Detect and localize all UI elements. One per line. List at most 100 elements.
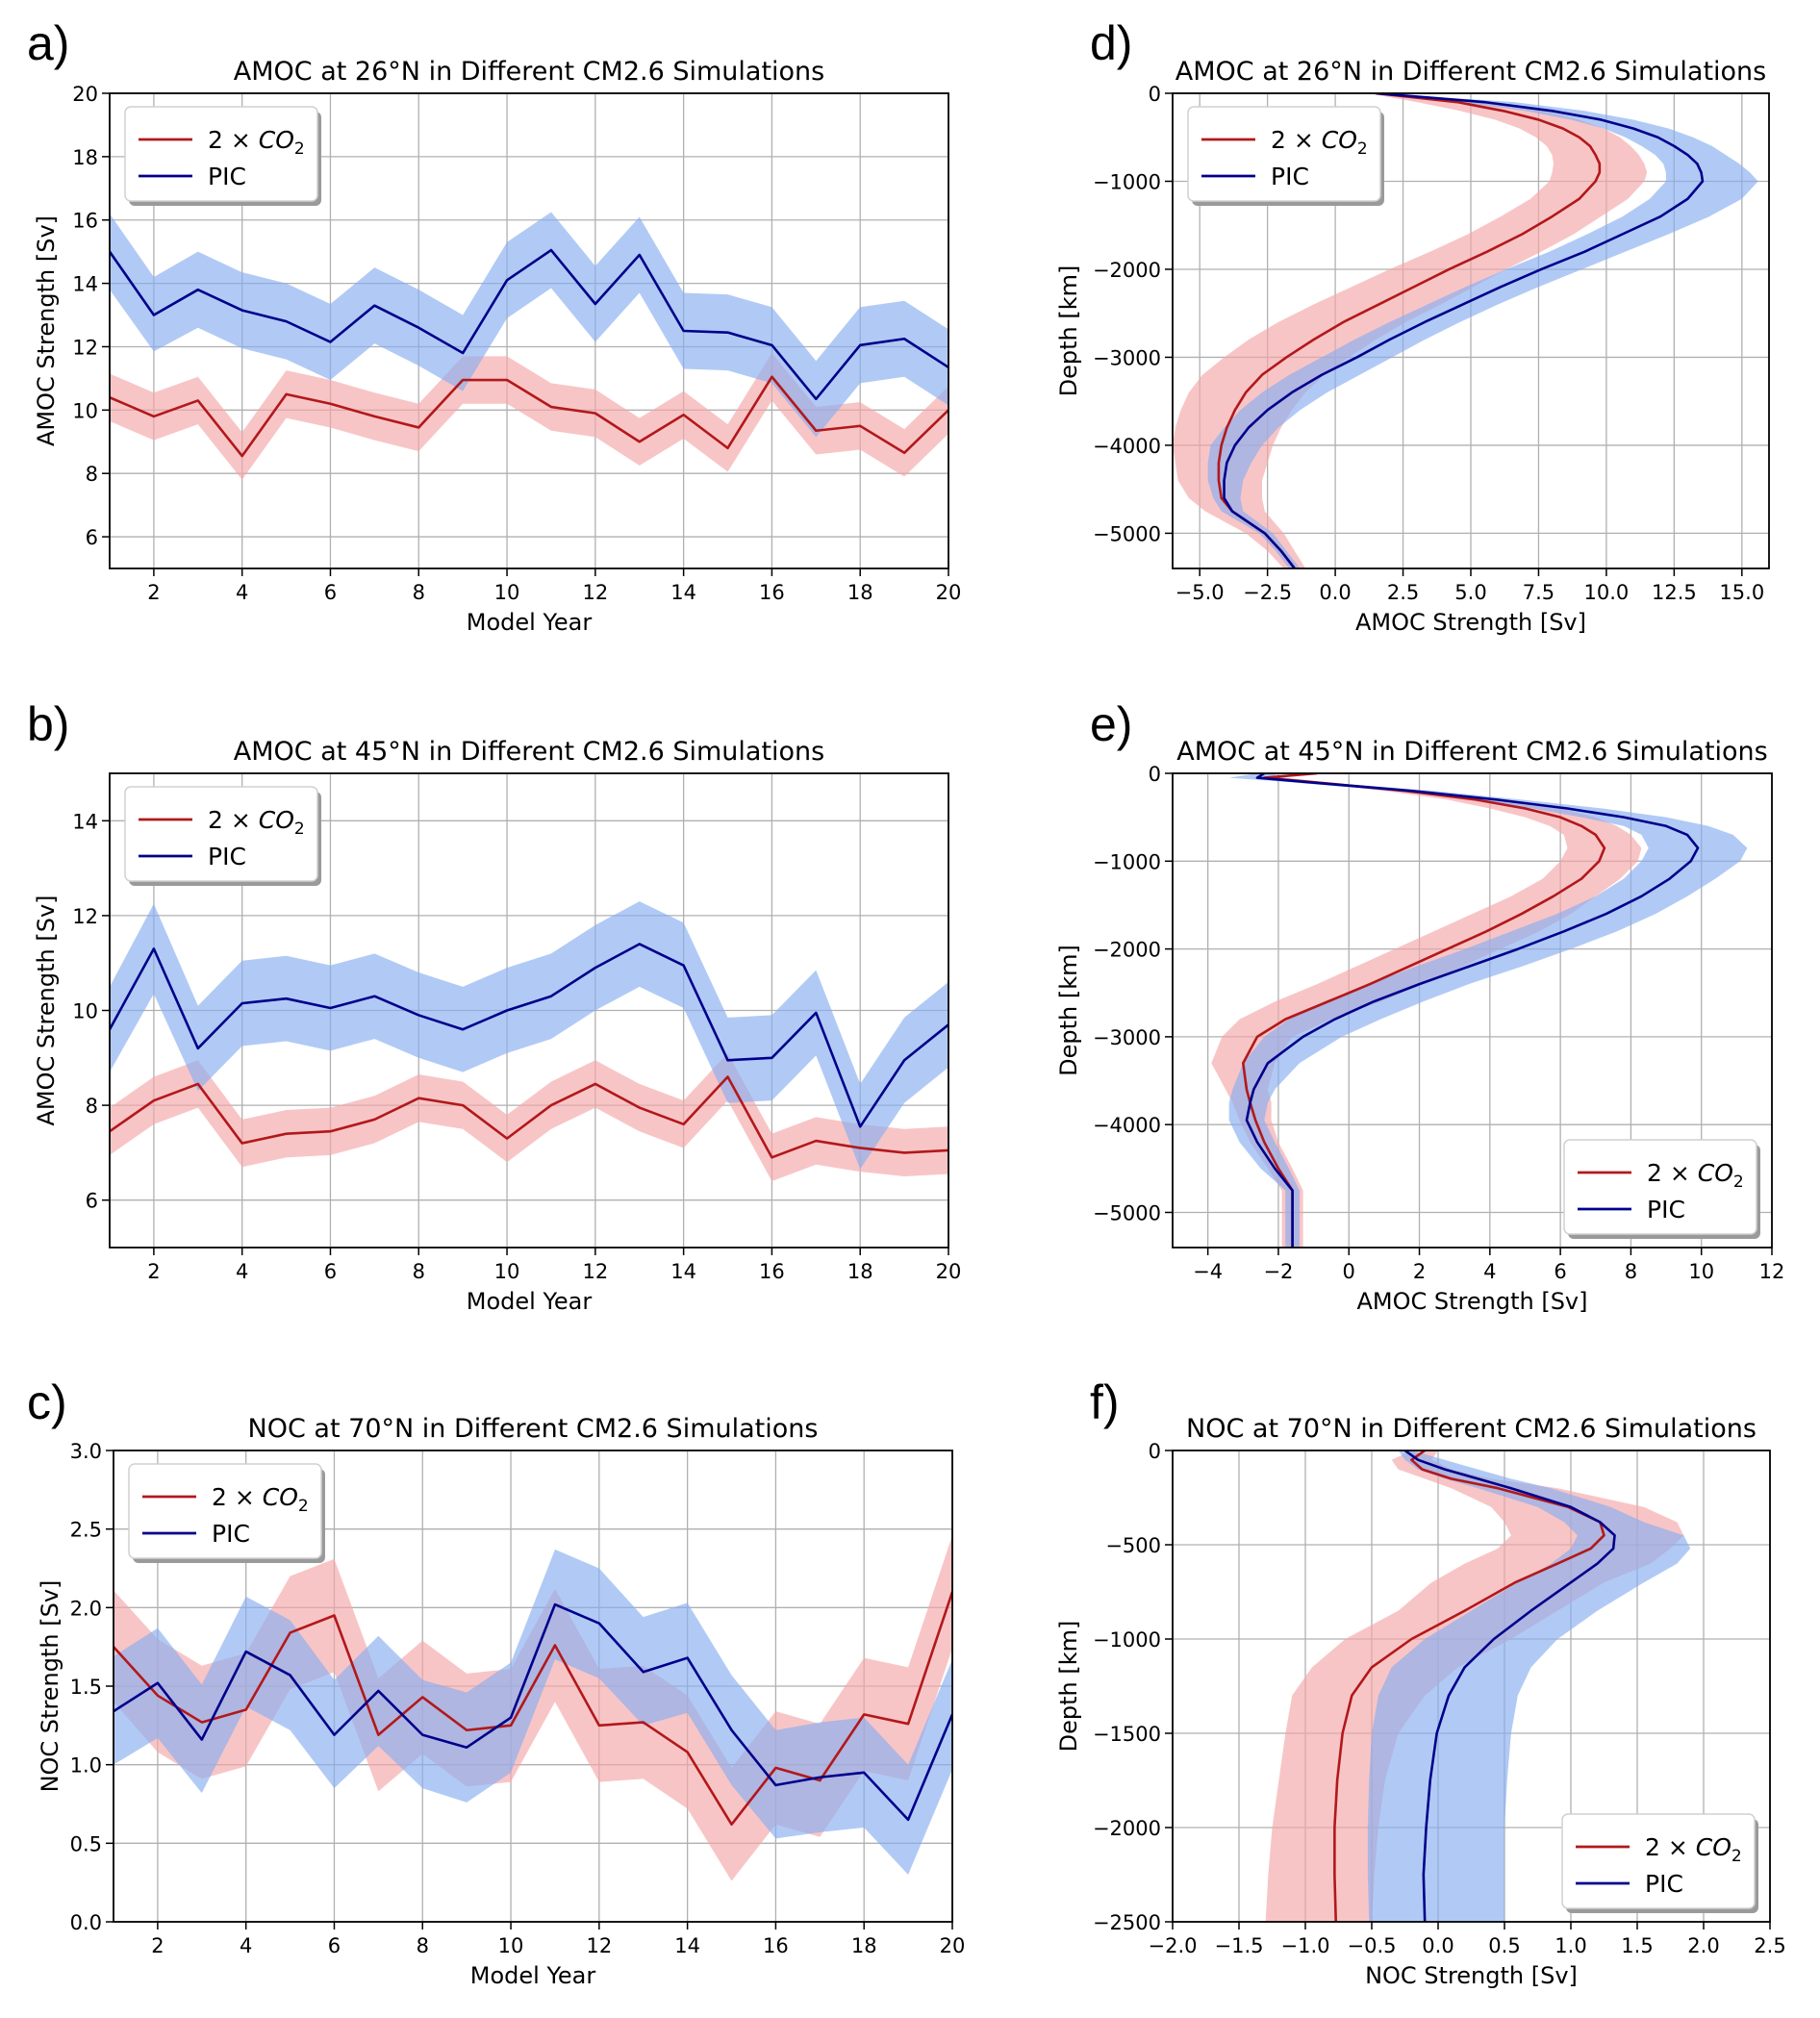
- plot-area: [1265, 1450, 1691, 1922]
- panel-e: e) AMOC at 45°N in Different CM2.6 Simula…: [1055, 697, 1784, 1315]
- y-tick-label: 8: [86, 463, 98, 486]
- uncertainty-band-co2: [1173, 93, 1648, 568]
- legend: 2 × CO2 PIC: [124, 786, 321, 886]
- legend-label-co2: 2 × CO2: [1647, 1159, 1744, 1192]
- x-tick-label: 0.5: [1488, 1934, 1520, 1957]
- x-tick-label: 18: [847, 1260, 873, 1283]
- x-tick-label: 16: [759, 581, 785, 604]
- legend-item-co2: 2 × CO2: [1201, 126, 1368, 159]
- y-tick-label: 10: [72, 399, 98, 422]
- x-tick-label: 6: [1554, 1260, 1566, 1283]
- x-tick-label: 2.5: [1754, 1934, 1785, 1957]
- panel-label: e): [1090, 697, 1132, 751]
- x-tick-label: 4: [1483, 1260, 1496, 1283]
- plot-area: [1173, 93, 1758, 568]
- y-tick-label: 10: [72, 1000, 98, 1023]
- y-axis-label: NOC Strength [Sv]: [37, 1580, 63, 1793]
- x-tick-label: −2: [1263, 1260, 1293, 1283]
- x-tick-label: 4: [236, 581, 248, 604]
- x-tick-label: 10: [494, 1260, 520, 1283]
- plot-frame: [1172, 1450, 1771, 1923]
- legend-box: [124, 106, 318, 202]
- legend: 2 × CO2 PIC: [1563, 1139, 1760, 1239]
- x-tick-label: 8: [413, 1260, 425, 1283]
- x-tick-label: 0.0: [1422, 1934, 1453, 1957]
- x-tick-label: 18: [851, 1934, 877, 1957]
- x-axis: −5.0 −2.5 0.0 2.5 5.0 7.5 10.0 12.5 15.0: [1175, 568, 1764, 604]
- uncertainty-band-pic: [1367, 1450, 1691, 1922]
- x-tick-label: 10.0: [1584, 581, 1630, 604]
- x-tick-label: 12: [586, 1934, 612, 1957]
- y-tick-label: 1.0: [70, 1754, 102, 1778]
- legend-label-co2: 2 × CO2: [208, 126, 305, 159]
- x-tick-label: 1.0: [1555, 1934, 1586, 1957]
- series-line-pic: [1245, 773, 1700, 1248]
- legend-box: [128, 1463, 322, 1559]
- x-tick-label: 6: [324, 581, 337, 604]
- panel-label: b): [27, 697, 69, 751]
- legend-box: [1561, 1813, 1756, 1909]
- x-tick-label: 6: [328, 1934, 341, 1957]
- plot-area: [110, 212, 948, 480]
- legend: 2 × CO2 PIC: [124, 106, 321, 206]
- legend-label-co2: 2 × CO2: [1271, 126, 1368, 159]
- y-tick-label: −500: [1105, 1534, 1161, 1557]
- y-tick-label: 2.5: [70, 1519, 102, 1542]
- legend-item-co2: 2 × CO2: [139, 806, 305, 839]
- x-tick-label: 14: [670, 1260, 696, 1283]
- x-tick-label: 12.5: [1652, 581, 1697, 604]
- chart-title: NOC at 70°N in Different CM2.6 Simulatio…: [1186, 1414, 1757, 1444]
- x-tick-label: −2.5: [1243, 581, 1292, 604]
- plot-frame: [1172, 92, 1770, 569]
- uncertainty-band-pic: [1228, 773, 1748, 1248]
- x-tick-label: 2: [147, 1260, 160, 1283]
- y-axis-label: Depth [km]: [1055, 1621, 1082, 1753]
- chart-title: AMOC at 45°N in Different CM2.6 Simulati…: [1176, 737, 1767, 767]
- y-tick-label: 0.0: [70, 1911, 102, 1934]
- uncertainty-band-pic: [110, 212, 948, 438]
- panel-a: a) AMOC at 26°N in Different CM2.6 Simula…: [27, 16, 961, 636]
- x-tick-label: 15.0: [1719, 581, 1764, 604]
- x-tick-label: 7.5: [1523, 581, 1555, 604]
- x-tick-label: 5.0: [1454, 581, 1486, 604]
- y-tick-label: 1.5: [70, 1676, 102, 1699]
- x-axis-label: AMOC Strength [Sv]: [1356, 1288, 1587, 1315]
- legend-item-pic: PIC: [139, 163, 246, 190]
- legend-item-co2: 2 × CO2: [139, 126, 305, 159]
- y-tick-label: −4000: [1093, 435, 1161, 458]
- y-tick-label: 12: [72, 336, 98, 359]
- x-tick-label: −1.0: [1281, 1934, 1330, 1957]
- plot-frame: [113, 1450, 953, 1923]
- x-tick-label: 2: [151, 1934, 164, 1957]
- x-axis: 2 4 6 8 10 12 14 16 18 20: [147, 568, 961, 604]
- panel-d: d) AMOC at 26°N in Different CM2.6 Simula…: [1055, 16, 1770, 636]
- y-tick-label: 6: [86, 1190, 98, 1213]
- x-tick-label: −5.0: [1175, 581, 1225, 604]
- y-axis: 0 −500 −1000 −1500 −2000 −2500: [1093, 1440, 1173, 1934]
- y-tick-label: 0: [1149, 83, 1161, 106]
- x-tick-label: 12: [582, 581, 608, 604]
- y-tick-label: −2000: [1093, 1817, 1161, 1840]
- x-tick-label: 14: [674, 1934, 700, 1957]
- y-tick-label: −2000: [1093, 259, 1161, 282]
- legend-item-pic: PIC: [1201, 163, 1309, 190]
- series-line-pic: [114, 1602, 952, 1822]
- y-axis: 0 −1000 −2000 −3000 −4000 −5000: [1093, 763, 1173, 1224]
- panel-label: a): [27, 16, 69, 70]
- x-tick-label: 20: [936, 1260, 962, 1283]
- legend-item-co2: 2 × CO2: [1578, 1159, 1744, 1192]
- y-axis: 6 8 10 12 14: [72, 810, 110, 1213]
- x-tick-label: 16: [759, 1260, 785, 1283]
- plot-area: [114, 1535, 952, 1881]
- x-tick-label: 0.0: [1319, 581, 1351, 604]
- legend-item-co2: 2 × CO2: [142, 1483, 309, 1516]
- y-tick-label: 14: [72, 273, 98, 296]
- x-tick-label: 18: [847, 581, 873, 604]
- x-tick-label: 4: [240, 1934, 252, 1957]
- x-tick-label: 10: [498, 1934, 524, 1957]
- legend-item-pic: PIC: [1578, 1196, 1685, 1223]
- x-tick-label: −1.5: [1215, 1934, 1264, 1957]
- x-tick-label: 12: [582, 1260, 608, 1283]
- legend: 2 × CO2 PIC: [1561, 1813, 1758, 1913]
